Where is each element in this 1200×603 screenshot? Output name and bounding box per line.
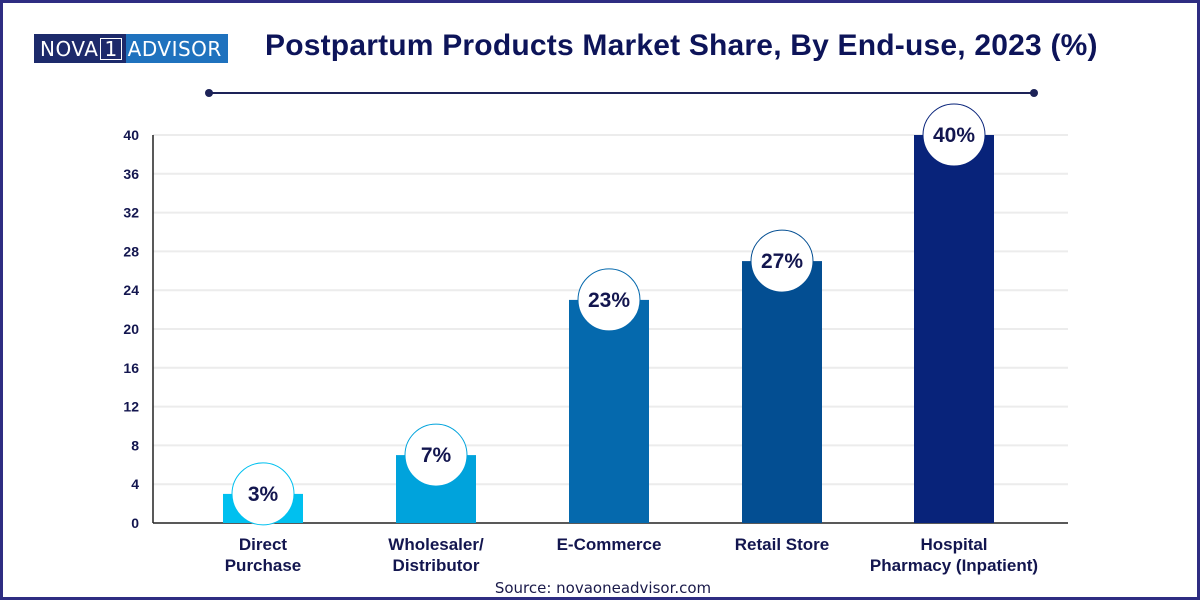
divider-dot-right — [1030, 89, 1038, 97]
chart-title: Postpartum Products Market Share, By End… — [265, 29, 1098, 62]
data-label-bubble — [231, 462, 295, 526]
data-label: 3% — [248, 483, 279, 506]
data-label-bubble — [404, 423, 468, 487]
data-label-bubble — [577, 268, 641, 332]
logo-text-left: NOVA — [40, 36, 99, 61]
data-label-bubble — [922, 103, 986, 167]
y-tick-label: 12 — [123, 399, 139, 415]
y-tick-label: 4 — [131, 476, 139, 492]
nova-advisor-logo: NOVA 1 ADVISOR — [34, 34, 228, 63]
divider-dot-left — [205, 89, 213, 97]
data-label: 7% — [421, 444, 452, 467]
bar — [914, 135, 994, 523]
y-tick-label: 36 — [123, 166, 139, 182]
data-label: 40% — [933, 124, 975, 147]
x-tick-label: Pharmacy (Inpatient) — [870, 556, 1038, 575]
x-tick-label: Hospital — [920, 535, 987, 554]
logo-text-right: ADVISOR — [125, 34, 228, 63]
y-tick-label: 40 — [123, 127, 139, 143]
y-tick-label: 28 — [123, 243, 139, 259]
x-tick-label: Direct — [239, 535, 288, 554]
data-label: 27% — [761, 250, 803, 273]
y-tick-label: 32 — [123, 205, 139, 221]
bar — [569, 299, 649, 523]
title-divider — [209, 92, 1035, 94]
x-tick-label: Distributor — [393, 556, 480, 575]
bar — [742, 261, 822, 523]
x-tick-label: Purchase — [225, 556, 302, 575]
logo-text-mid: 1 — [100, 37, 122, 60]
x-tick-label: Wholesaler/ — [388, 535, 484, 554]
source-note: Source: novaoneadvisor.com — [494, 579, 712, 597]
y-tick-label: 0 — [131, 515, 139, 531]
bar-chart: 0 4 8 12 16 20 24 28 32 36 40 3% Direct Purchase 7% Who… — [123, 103, 1068, 575]
y-tick-label: 8 — [131, 437, 139, 453]
data-label-bubble — [750, 229, 814, 293]
y-tick-label: 24 — [123, 282, 139, 298]
y-tick-label: 20 — [123, 321, 139, 337]
data-label: 23% — [588, 289, 630, 312]
y-tick-label: 16 — [123, 360, 139, 376]
x-tick-label: E-Commerce — [557, 535, 662, 554]
x-tick-label: Retail Store — [735, 535, 829, 554]
